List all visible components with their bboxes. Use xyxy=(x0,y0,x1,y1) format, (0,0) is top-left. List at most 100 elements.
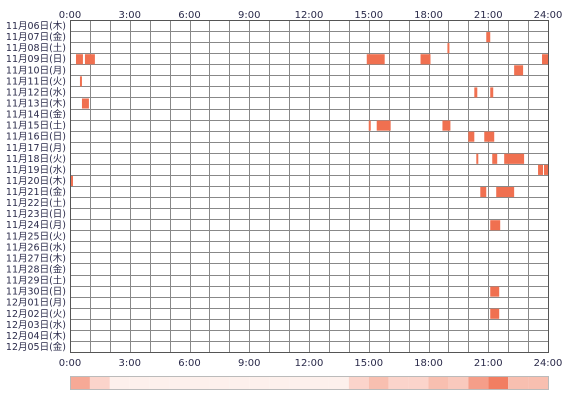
day-label: 11月26日(水) xyxy=(6,241,66,253)
summary-cell xyxy=(528,376,548,389)
x-tick-label-bottom: 9:00 xyxy=(238,358,260,369)
activity-bar xyxy=(514,65,524,76)
activity-bar xyxy=(490,308,500,319)
summary-cell xyxy=(448,376,469,389)
day-label: 11月10日(月) xyxy=(6,65,66,76)
day-label: 11月16日(日) xyxy=(6,132,66,143)
activity-bar xyxy=(376,120,391,131)
summary-cell xyxy=(169,376,190,389)
activity-bar xyxy=(490,87,494,98)
x-tick-label-bottom: 15:00 xyxy=(354,358,383,369)
x-tick-label-top: 0:00 xyxy=(59,10,81,21)
activity-bar xyxy=(490,220,501,231)
activity-bar xyxy=(544,164,548,175)
summary-cell xyxy=(309,376,329,389)
day-label: 11月18日(火) xyxy=(6,154,66,165)
x-tick-label-bottom: 24:00 xyxy=(534,358,563,369)
activity-bar xyxy=(447,43,450,54)
summary-cell xyxy=(408,376,429,389)
activity-bar xyxy=(490,286,500,297)
activity-bar xyxy=(468,131,475,142)
x-tick-label-top: 6:00 xyxy=(178,10,200,21)
day-label: 12月03日(水) xyxy=(6,319,66,331)
activity-bar xyxy=(504,153,525,164)
activity-bar xyxy=(366,54,385,65)
x-tick-label-bottom: 6:00 xyxy=(178,358,200,369)
x-tick-label-bottom: 3:00 xyxy=(119,358,141,369)
activity-bar xyxy=(420,54,431,65)
summary-cell xyxy=(428,376,449,389)
day-label: 12月01日(月) xyxy=(6,298,66,309)
day-label: 11月17日(月) xyxy=(6,143,66,154)
day-label: 11月06日(木) xyxy=(6,20,66,32)
summary-cell xyxy=(269,376,290,389)
summary-cell xyxy=(488,376,509,389)
activity-bar xyxy=(70,175,73,186)
day-label: 12月04日(木) xyxy=(6,330,66,342)
summary-cell xyxy=(70,376,90,389)
activity-bar xyxy=(476,153,479,164)
day-label: 11月21日(金) xyxy=(6,186,66,198)
activity-bar xyxy=(486,32,491,43)
x-tick-label-bottom: 21:00 xyxy=(474,358,503,369)
summary-cell xyxy=(149,376,170,389)
summary-cell xyxy=(209,376,230,389)
summary-cell xyxy=(328,376,349,389)
x-tick-label-top: 3:00 xyxy=(119,10,141,21)
summary-strip-frame xyxy=(70,376,549,390)
summary-cell xyxy=(289,376,309,389)
activity-bar xyxy=(538,164,544,175)
day-label: 11月23日(日) xyxy=(6,209,66,220)
x-tick-label-top: 21:00 xyxy=(474,10,503,21)
day-label: 11月19日(水) xyxy=(6,164,66,176)
day-label: 12月05日(金) xyxy=(6,341,66,353)
day-label: 11月30日(日) xyxy=(6,287,66,298)
activity-bar xyxy=(84,54,95,65)
day-label: 11月09日(日) xyxy=(6,54,66,65)
activity-bar xyxy=(484,131,495,142)
day-label: 11月14日(金) xyxy=(6,109,66,121)
day-label: 11月25日(火) xyxy=(6,231,66,242)
day-label: 11月27日(木) xyxy=(6,252,66,264)
activity-bar xyxy=(542,54,548,65)
summary-cell xyxy=(229,376,250,389)
activity-bar xyxy=(368,120,371,131)
day-label: 12月02日(火) xyxy=(6,309,66,320)
summary-cell xyxy=(508,376,529,389)
x-tick-label-top: 9:00 xyxy=(238,10,260,21)
plot-frame xyxy=(70,20,549,353)
activity-bar xyxy=(480,187,487,198)
activity-bar xyxy=(442,120,451,131)
summary-cell xyxy=(348,376,369,389)
activity-bar xyxy=(81,98,89,109)
summary-cell xyxy=(249,376,270,389)
activity-bar xyxy=(496,187,515,198)
day-label: 11月20日(木) xyxy=(6,175,66,187)
day-label: 11月12日(水) xyxy=(6,86,66,98)
x-tick-label-top: 24:00 xyxy=(534,10,563,21)
summary-cell xyxy=(388,376,409,389)
activity-bar xyxy=(474,87,478,98)
day-label: 11月08日(土) xyxy=(6,42,66,54)
summary-cell xyxy=(468,376,489,389)
day-label: 11月11日(火) xyxy=(6,76,66,87)
summary-cell xyxy=(89,376,110,389)
x-tick-label-top: 18:00 xyxy=(414,10,443,21)
x-tick-label-bottom: 12:00 xyxy=(295,358,324,369)
summary-cell xyxy=(129,376,150,389)
activity-bar xyxy=(492,153,498,164)
summary-cell xyxy=(109,376,130,389)
x-tick-label-top: 12:00 xyxy=(295,10,324,21)
x-tick-label-bottom: 18:00 xyxy=(414,358,443,369)
activity-bar xyxy=(75,54,83,65)
day-label: 11月28日(金) xyxy=(6,264,66,276)
day-label: 11月24日(月) xyxy=(6,220,66,231)
summary-cell xyxy=(189,376,210,389)
day-label: 11月29日(土) xyxy=(6,275,66,287)
day-label: 11月13日(木) xyxy=(6,98,66,110)
day-label: 11月15日(土) xyxy=(6,120,66,132)
activity-bar xyxy=(79,76,82,87)
day-label: 11月22日(土) xyxy=(6,197,66,209)
day-label: 11月07日(金) xyxy=(6,31,66,43)
